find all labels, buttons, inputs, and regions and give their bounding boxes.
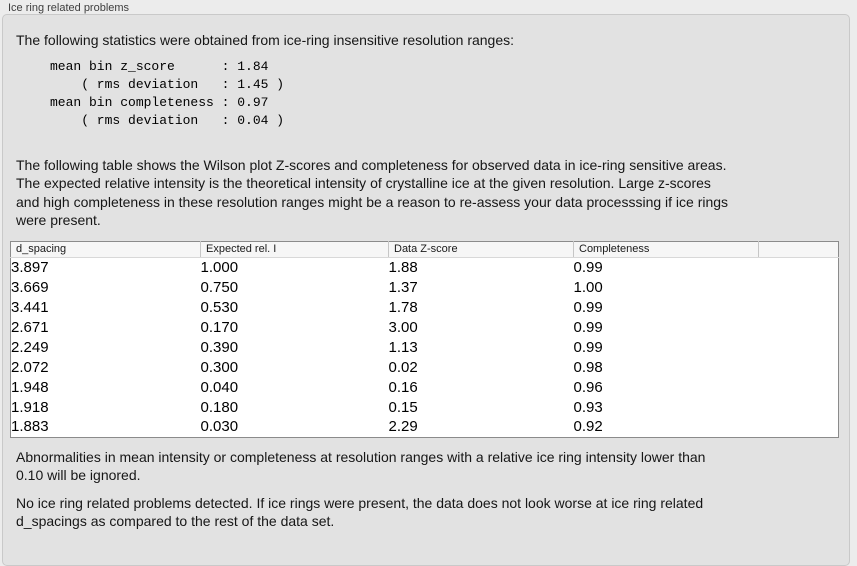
table-cell: 1.883 <box>11 418 49 436</box>
intro-text: The following statistics were obtained f… <box>16 32 515 48</box>
table-row[interactable]: 3.897 1.000 1.88 0.99 <box>11 257 839 277</box>
table-cell: 0.99 <box>573 338 603 356</box>
table-cell: 0.040 <box>200 378 239 396</box>
column-header-expected-rel-i[interactable]: Expected rel. I <box>200 241 389 258</box>
table-cell: 0.390 <box>200 338 239 356</box>
groupbox-title: Ice ring related problems <box>8 2 130 14</box>
table-cell: 0.180 <box>200 398 239 416</box>
table-cell: 1.918 <box>11 398 49 416</box>
table-cell: 0.92 <box>573 418 603 436</box>
table-cell: 1.948 <box>11 378 49 396</box>
table-header-row: d_spacing Expected rel. I Data Z-score C… <box>10 241 839 258</box>
table-row[interactable]: 1.918 0.180 0.15 0.93 <box>11 397 839 417</box>
table-cell: 0.170 <box>200 318 239 336</box>
table-cell: 0.96 <box>573 378 603 396</box>
ignore-note-text: Abnormalities in mean intensity or compl… <box>16 448 706 484</box>
table-row[interactable]: 3.669 0.750 1.37 1.00 <box>11 277 839 297</box>
table-cell: 1.37 <box>388 278 418 296</box>
table-cell: 0.750 <box>200 278 239 296</box>
table-row[interactable]: 2.072 0.300 0.02 0.98 <box>11 357 839 377</box>
results-table: d_spacing Expected rel. I Data Z-score C… <box>10 240 839 438</box>
table-cell: 2.29 <box>388 418 418 436</box>
table-cell: 0.98 <box>573 358 603 376</box>
column-header-empty[interactable] <box>758 241 839 258</box>
table-cell: 3.441 <box>11 298 49 316</box>
table-cell: 2.671 <box>11 318 49 336</box>
table-cell: 0.16 <box>388 378 418 396</box>
table-cell: 1.13 <box>388 338 418 356</box>
results-table-container: d_spacing Expected rel. I Data Z-score C… <box>10 240 849 438</box>
table-cell: 1.78 <box>388 298 418 316</box>
table-cell: 3.00 <box>388 318 418 336</box>
table-cell: 0.99 <box>573 258 603 276</box>
table-cell: 0.15 <box>388 398 418 416</box>
table-cell: 3.669 <box>11 278 49 296</box>
table-cell: 1.000 <box>200 258 239 276</box>
table-cell: 0.030 <box>200 418 239 436</box>
conclusion-text: No ice ring related problems detected. I… <box>16 494 704 530</box>
table-cell: 0.99 <box>573 318 603 336</box>
column-header-data-z-score[interactable]: Data Z-score <box>388 241 574 258</box>
table-cell: 1.00 <box>573 278 603 296</box>
table-cell: 3.897 <box>11 258 49 276</box>
stats-block: mean bin z_score : 1.84 ( rms deviation … <box>50 58 285 128</box>
table-row[interactable]: 2.249 0.390 1.13 0.99 <box>11 337 839 357</box>
table-cell: 2.249 <box>11 338 49 356</box>
table-cell: 0.02 <box>388 358 418 376</box>
ice-ring-panel: The following statistics were obtained f… <box>2 14 850 566</box>
table-cell: 0.300 <box>200 358 239 376</box>
table-cell: 1.88 <box>388 258 418 276</box>
table-row[interactable]: 1.948 0.040 0.16 0.96 <box>11 377 839 397</box>
table-cell: 2.072 <box>11 358 49 376</box>
table-row[interactable]: 3.441 0.530 1.78 0.99 <box>11 297 839 317</box>
table-cell: 0.93 <box>573 398 603 416</box>
table-cell: 0.99 <box>573 298 603 316</box>
table-cell: 0.530 <box>200 298 239 316</box>
column-header-d-spacing[interactable]: d_spacing <box>10 241 201 258</box>
table-row[interactable]: 1.883 0.030 2.29 0.92 <box>11 417 839 437</box>
table-intro-text: The following table shows the Wilson plo… <box>16 156 729 229</box>
table-row[interactable]: 2.671 0.170 3.00 0.99 <box>11 317 839 337</box>
column-header-completeness[interactable]: Completeness <box>573 241 759 258</box>
